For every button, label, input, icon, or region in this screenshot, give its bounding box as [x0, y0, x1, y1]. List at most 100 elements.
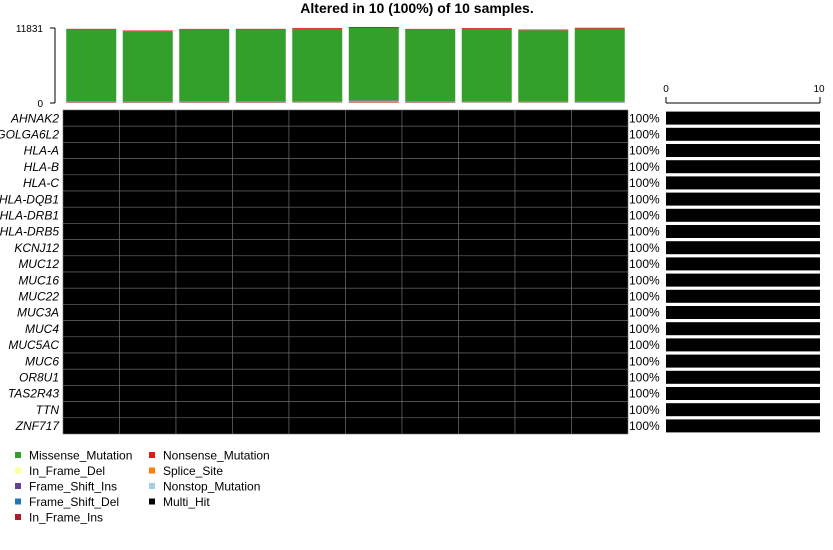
matrix-cell-muc5ac-sample-6 — [345, 336, 403, 354]
tmb-bar-sample-6-missense-mutation — [348, 28, 399, 101]
gene-bar-hla-c — [666, 176, 820, 190]
legend-swatch-frame-shift-ins — [15, 483, 21, 489]
matrix-cell-hla-c-sample-10 — [571, 174, 629, 192]
matrix-cell-muc12-sample-1 — [62, 255, 120, 273]
matrix-cell-hla-drb1-sample-2 — [119, 206, 177, 224]
matrix-cell-hla-b-sample-5 — [288, 158, 346, 176]
matrix-cell-golga6l2-sample-5 — [288, 125, 346, 143]
matrix-cell-or8u1-sample-10 — [571, 368, 629, 386]
matrix-cell-muc3a-sample-10 — [571, 304, 629, 321]
matrix-cell-hla-a-sample-2 — [119, 142, 177, 159]
matrix-cell-muc16-sample-2 — [119, 271, 177, 289]
tmb-bar-group — [66, 26, 625, 103]
matrix-cell-znf717-sample-7 — [401, 417, 459, 435]
matrix-cell-hla-drb1-sample-6 — [345, 206, 403, 224]
matrix-cell-muc16-sample-6 — [345, 271, 403, 289]
matrix-cell-hla-dqb1-sample-4 — [232, 190, 290, 208]
matrix-cell-hla-b-sample-2 — [119, 158, 177, 176]
matrix-cell-ttn-sample-8 — [458, 401, 516, 419]
matrix-cell-muc22-sample-9 — [514, 287, 572, 305]
matrix-cell-muc4-sample-1 — [62, 320, 120, 338]
tmb-bar-sample-6-in-frame-ins — [348, 102, 399, 103]
gene-label-muc6: MUC6 — [25, 354, 59, 368]
matrix-cell-muc12-sample-4 — [232, 255, 290, 273]
matrix-cell-muc6-sample-5 — [288, 352, 346, 370]
gene-label-muc12: MUC12 — [18, 257, 59, 271]
matrix-cell-muc22-sample-5 — [288, 287, 346, 305]
legend-label-frame-shift-ins: Frame_Shift_Ins — [29, 480, 117, 494]
matrix-cell-muc4-sample-3 — [175, 320, 233, 338]
tmb-bar-sample-8-missense-mutation — [461, 28, 512, 102]
matrix-cell-hla-drb5-sample-8 — [458, 223, 516, 240]
matrix-cell-muc16-sample-1 — [62, 271, 120, 289]
legend-swatch-nonsense-mutation — [149, 452, 155, 458]
matrix-cell-muc5ac-sample-9 — [514, 336, 572, 354]
gene-percent-label-muc6: 100% — [629, 354, 660, 368]
matrix-cell-or8u1-sample-4 — [232, 368, 290, 386]
matrix-cell-ttn-sample-5 — [288, 401, 346, 419]
legend-label-in-frame-del: In_Frame_Del — [29, 464, 105, 478]
tmb-bar-sample-5-nonsense-mutation — [292, 27, 343, 29]
matrix-cell-kcnj12-sample-6 — [345, 239, 403, 257]
matrix-cell-ttn-sample-3 — [175, 401, 233, 419]
gene-label-hla-c: HLA-C — [23, 176, 59, 190]
matrix-cell-kcnj12-sample-5 — [288, 239, 346, 257]
gene-bar-ttn — [666, 403, 820, 417]
matrix-cell-znf717-sample-5 — [288, 417, 346, 435]
legend: Missense_Mutation Nonsense_Mutation In_Fra… — [15, 449, 270, 525]
legend-label-nonstop-mutation: Nonstop_Mutation — [163, 480, 260, 494]
matrix-cell-golga6l2-sample-1 — [62, 125, 120, 143]
legend-swatch-multi-hit — [149, 498, 155, 505]
matrix-cell-hla-a-sample-7 — [401, 142, 459, 159]
gene-bar-ahnak2 — [666, 111, 820, 125]
gene-label-or8u1: OR8U1 — [19, 371, 59, 385]
matrix-cell-or8u1-sample-8 — [458, 368, 516, 386]
matrix-cell-muc22-sample-4 — [232, 287, 290, 305]
matrix-cell-hla-c-sample-4 — [232, 174, 290, 192]
gene-bar-znf717 — [666, 419, 820, 433]
matrix-cell-or8u1-sample-6 — [345, 368, 403, 386]
gene-percent-label-muc3a: 100% — [629, 306, 660, 320]
matrix-cell-muc4-sample-5 — [288, 320, 346, 338]
matrix-cell-hla-a-sample-4 — [232, 142, 290, 159]
matrix-cell-hla-drb5-sample-3 — [175, 223, 233, 240]
tmb-bar-sample-9-nonsense-mutation — [518, 29, 569, 31]
matrix-cell-hla-c-sample-2 — [119, 174, 177, 192]
gene-label-ttn: TTN — [36, 403, 60, 417]
gene-percent-label-ttn: 100% — [629, 403, 660, 417]
matrix-cell-hla-a-sample-9 — [514, 142, 572, 159]
gene-percent-label-hla-dqb1: 100% — [629, 192, 660, 206]
legend-label-multi-hit: Multi_Hit — [163, 495, 210, 509]
matrix-cell-hla-c-sample-9 — [514, 174, 572, 192]
tmb-bar-sample-10-nonsense-mutation — [574, 27, 625, 29]
matrix-cell-hla-drb5-sample-2 — [119, 223, 177, 240]
matrix-cell-hla-drb1-sample-10 — [571, 206, 629, 224]
tmb-bar-sample-6-frame-shift-ins — [348, 101, 399, 102]
matrix-cell-znf717-sample-8 — [458, 417, 516, 435]
gene-percent-label-muc4: 100% — [629, 322, 660, 336]
matrix-cell-kcnj12-sample-3 — [175, 239, 233, 257]
matrix-cell-muc5ac-sample-7 — [401, 336, 459, 354]
matrix-cell-znf717-sample-1 — [62, 417, 120, 435]
matrix-cell-muc3a-sample-5 — [288, 304, 346, 321]
legend-swatch-splice-site — [149, 467, 155, 474]
matrix-cell-muc5ac-sample-10 — [571, 336, 629, 354]
matrix-cell-hla-dqb1-sample-3 — [175, 190, 233, 208]
matrix-cell-muc22-sample-3 — [175, 287, 233, 305]
matrix-cell-muc4-sample-2 — [119, 320, 177, 338]
matrix-cell-tas2r43-sample-10 — [571, 385, 629, 402]
gene-label-hla-b: HLA-B — [24, 160, 59, 174]
matrix-cell-muc6-sample-4 — [232, 352, 290, 370]
gene-label-muc16: MUC16 — [18, 273, 59, 287]
matrix-cell-muc4-sample-10 — [571, 320, 629, 338]
matrix-cell-muc5ac-sample-3 — [175, 336, 233, 354]
matrix-cell-hla-drb5-sample-1 — [62, 223, 120, 240]
matrix-cell-muc22-sample-2 — [119, 287, 177, 305]
tmb-bar-sample-9-missense-mutation — [518, 30, 569, 102]
matrix-cell-golga6l2-sample-6 — [345, 125, 403, 143]
matrix-cell-muc3a-sample-8 — [458, 304, 516, 321]
gene-label-hla-drb5: HLA-DRB5 — [0, 225, 59, 239]
legend-swatch-in-frame-del — [15, 467, 21, 474]
matrix-cell-muc22-sample-10 — [571, 287, 629, 305]
matrix-cell-muc3a-sample-7 — [401, 304, 459, 321]
